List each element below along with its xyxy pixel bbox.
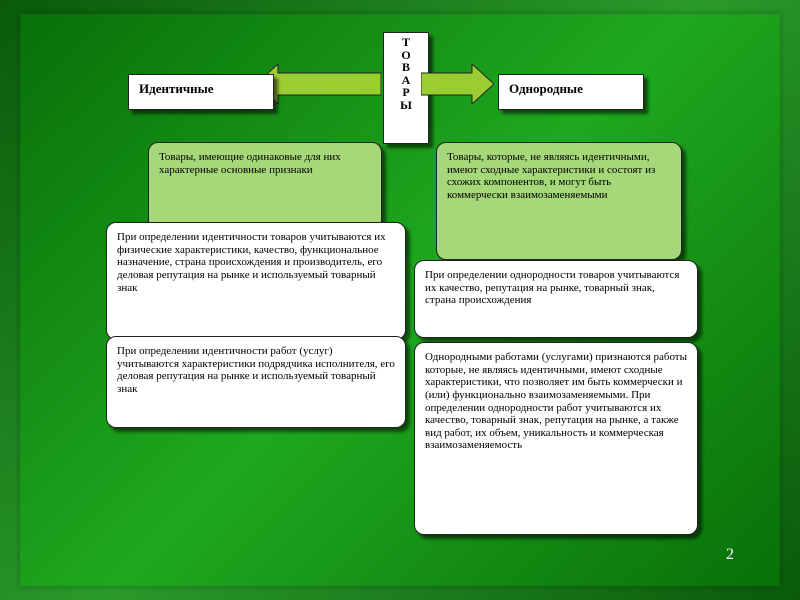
- right-c1-text: При определении однородности товаров учи…: [425, 269, 679, 306]
- page-number: 2: [726, 546, 734, 564]
- right-def-text: Товары, которые, не являясь идентичными,…: [447, 151, 655, 201]
- arrow-right-icon: [421, 64, 494, 104]
- right-detail-1: При определении однородности товаров учи…: [414, 260, 698, 338]
- right-label-text: Однородные: [509, 81, 583, 96]
- right-definition-card: Товары, которые, не являясь идентичными,…: [436, 142, 682, 260]
- left-detail-1: При определении идентичности товаров учи…: [106, 222, 406, 340]
- left-detail-2: При определении идентичности работ (услу…: [106, 336, 406, 428]
- left-label-text: Идентичные: [139, 81, 214, 96]
- left-c1-text: При определении идентичности товаров учи…: [117, 231, 386, 294]
- right-detail-2: Однородными работами (услугами) признают…: [414, 342, 698, 535]
- left-def-text: Товары, имеющие одинаковые для них харак…: [159, 151, 341, 176]
- title-letters: ТОВАРЫ: [388, 36, 424, 112]
- page-num-text: 2: [726, 546, 734, 563]
- left-c2-text: При определении идентичности работ (услу…: [117, 345, 395, 395]
- left-definition-card: Товары, имеющие одинаковые для них харак…: [148, 142, 382, 230]
- arrow-left-icon: [256, 64, 381, 104]
- diagram-stage: ТОВАРЫ Идентичные Однородные Товары, име…: [0, 0, 800, 600]
- right-label-homogeneous: Однородные: [498, 74, 644, 110]
- right-c2-text: Однородными работами (услугами) признают…: [425, 351, 687, 451]
- left-label-identical: Идентичные: [128, 74, 274, 110]
